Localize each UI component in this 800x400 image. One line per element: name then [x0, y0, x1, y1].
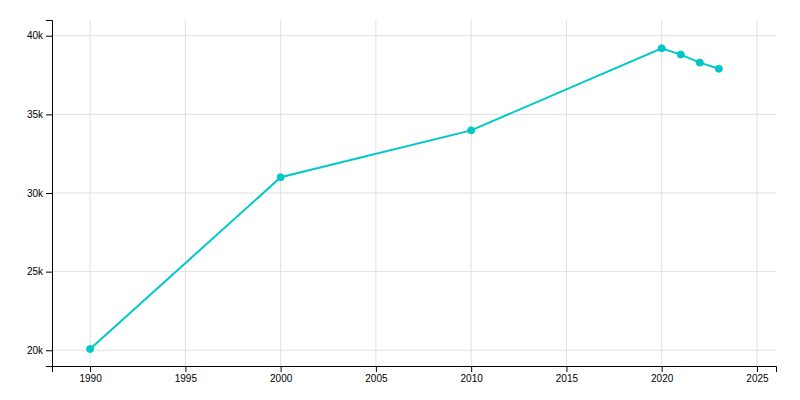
axis-line — [46, 21, 53, 367]
tick: 40k — [27, 30, 52, 41]
tick: 2025 — [746, 366, 769, 384]
tick-label: 2005 — [365, 373, 388, 384]
tick: 25k — [27, 266, 52, 277]
tick-label: 2015 — [556, 373, 579, 384]
tick-label: 2010 — [461, 373, 484, 384]
tick-label: 25k — [27, 266, 44, 277]
tick-label: 30k — [27, 188, 44, 199]
tick: 2015 — [556, 366, 579, 384]
tick-mark — [376, 366, 377, 372]
tick-label: 40k — [27, 30, 44, 41]
tick-mark — [46, 36, 52, 37]
tick-label: 1995 — [175, 373, 198, 384]
tick-mark — [46, 193, 52, 194]
grid — [52, 20, 776, 366]
point — [696, 59, 703, 66]
y-axis: 20k 25k 30k 35k 40k — [27, 21, 53, 367]
point — [715, 65, 722, 72]
plot: 1990 1995 2000 2005 2010 2015 2020 2025 20k 25k 30… — [27, 20, 777, 384]
grid-line — [52, 114, 776, 115]
chart: 1990 1995 2000 2005 2010 2015 2020 2025 20k 25k 30… — [0, 0, 800, 400]
tick-label: 2000 — [270, 373, 293, 384]
tick-mark — [90, 366, 91, 372]
tick: 1990 — [79, 366, 102, 384]
point — [658, 45, 665, 52]
point — [277, 174, 284, 181]
tick: 2005 — [365, 366, 388, 384]
tick: 30k — [27, 188, 52, 199]
grid-line — [52, 271, 776, 272]
grid-line — [52, 35, 776, 36]
tick-label: 2020 — [651, 373, 674, 384]
tick: 20k — [27, 345, 52, 356]
series — [87, 45, 723, 353]
tick: 2010 — [461, 366, 484, 384]
tick-mark — [46, 350, 52, 351]
tick-mark — [46, 114, 52, 115]
tick-mark — [185, 366, 186, 372]
tick-label: 20k — [27, 345, 44, 356]
tick-mark — [662, 366, 663, 372]
tick: 1995 — [175, 366, 198, 384]
tick-label: 35k — [27, 109, 44, 120]
tick: 35k — [27, 109, 52, 120]
tick-label: 2025 — [746, 373, 769, 384]
tick-mark — [757, 366, 758, 372]
tick-mark — [281, 366, 282, 372]
grid-line — [52, 193, 776, 194]
point — [677, 51, 684, 58]
grid-line — [52, 350, 776, 351]
tick: 2000 — [270, 366, 293, 384]
tick-mark — [471, 366, 472, 372]
x-axis: 1990 1995 2000 2005 2010 2015 2020 2025 — [53, 366, 777, 384]
tick-mark — [566, 366, 567, 372]
tick: 2020 — [651, 366, 674, 384]
point — [87, 346, 94, 353]
point — [468, 127, 475, 134]
axis-line — [53, 367, 777, 373]
line — [90, 48, 719, 349]
tick-label: 1990 — [79, 373, 102, 384]
tick-mark — [46, 272, 52, 273]
